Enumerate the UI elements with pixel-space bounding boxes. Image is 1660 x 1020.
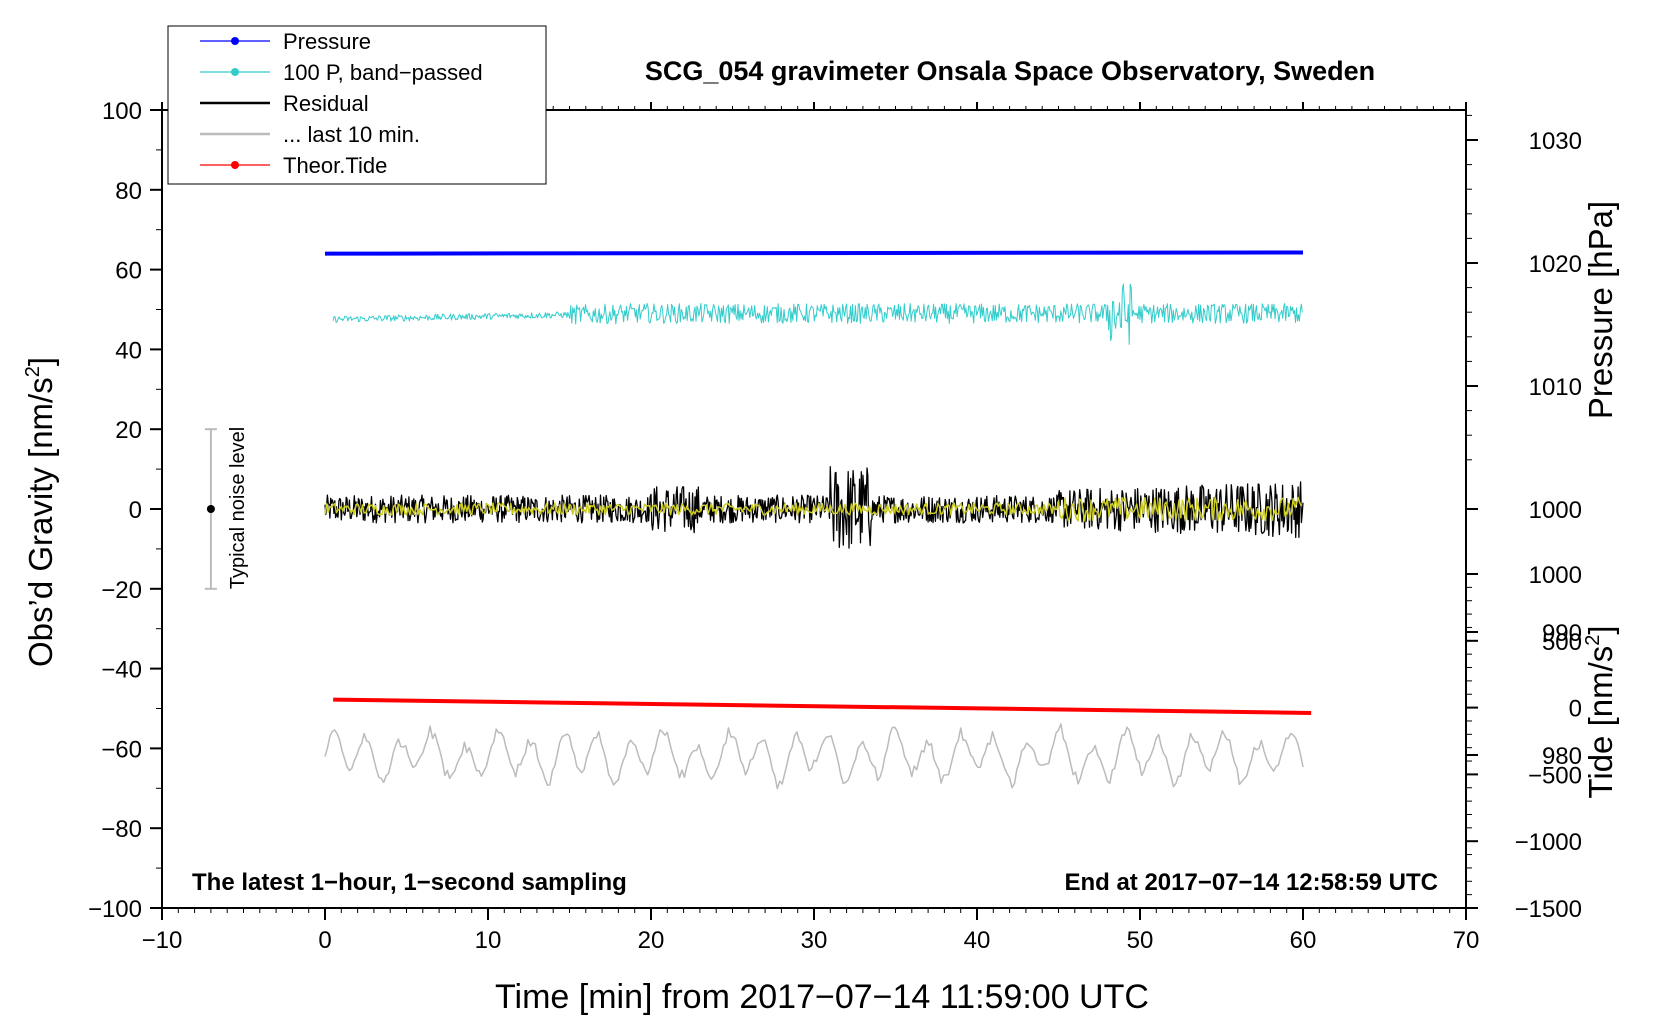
pressure-tick-label: 1000: [1529, 497, 1582, 524]
legend-label: Residual: [283, 91, 369, 116]
tide-tick-label: 0: [1569, 696, 1582, 723]
x-tick-label: 10: [475, 927, 502, 954]
y-tick-label: 60: [115, 258, 142, 285]
series-band-passed: [332, 283, 1303, 345]
legend: Pressure 100 P, band−passed Residual ... la…: [167, 25, 547, 185]
annotation-bottom-left: The latest 1−hour, 1−second sampling: [192, 869, 627, 896]
y-tick-label: −60: [101, 736, 142, 763]
pressure-tick-label: 1010: [1529, 374, 1582, 401]
legend-marker: [231, 37, 239, 45]
legend-label: 100 P, band−passed: [283, 60, 483, 85]
series-layer: [204, 250, 1312, 790]
x-tick-label: 50: [1127, 927, 1154, 954]
y-axis-label-left-main: Obs’d Gravity [nm/s: [22, 377, 59, 667]
y-axis-label-tide: Tide [nm/s2]: [1582, 625, 1619, 798]
y-tick-label: −100: [88, 896, 142, 923]
y-tick-label: 100: [102, 98, 142, 125]
y-axis-label-tide-end: ]: [1582, 625, 1619, 634]
pressure-tick-label: 1030: [1529, 128, 1582, 155]
legend-label: Pressure: [283, 29, 371, 54]
legend-label: Theor.Tide: [283, 153, 387, 178]
pressure-tick-label: 990: [1542, 620, 1582, 647]
series-last-10-min: [324, 723, 1304, 790]
x-tick-label: 60: [1290, 927, 1317, 954]
series-residual-smoothed: [324, 496, 1303, 522]
y-tick-label: 20: [115, 417, 142, 444]
noise-level-label: Typical noise level: [227, 427, 249, 589]
tide-tick-label: −500: [1528, 762, 1582, 789]
y-axis-label-left: Obs’d Gravity [nm/s2]: [22, 357, 59, 667]
y-tick-label: −20: [101, 577, 142, 604]
y-tick-label: −80: [101, 816, 142, 843]
pressure-tick-label: 1020: [1529, 251, 1582, 278]
y-tick-label: 0: [129, 497, 142, 524]
y-axis-label-left-sup: 2: [22, 366, 44, 377]
legend-marker: [231, 68, 239, 76]
noise-bar-center: [206, 505, 215, 513]
x-tick-label: 70: [1453, 927, 1480, 954]
legend-box: [167, 25, 547, 185]
series-theor-tide: [333, 697, 1312, 715]
tide-tick-label: −1000: [1515, 829, 1582, 856]
y-axis-label-pressure: Pressure [hPa]: [1582, 201, 1619, 419]
axes-layer: −10 0 10 20 30 40 50 60 70100806040200−20−40−60−…: [88, 98, 1582, 954]
pressure-tick-label: 980: [1542, 743, 1582, 770]
x-tick-label: 0: [318, 927, 331, 954]
y-axis-label-tide-sup: 2: [1582, 635, 1604, 646]
y-tick-label: 40: [115, 337, 142, 364]
y-axis-label-left-end: ]: [22, 357, 59, 366]
legend-marker: [231, 161, 239, 169]
x-tick-label: 40: [964, 927, 991, 954]
x-axis-label: Time [min] from 2017−07−14 11:59:00 UTC: [495, 978, 1149, 1016]
y-tick-label: −40: [101, 657, 142, 684]
x-tick-label: 20: [638, 927, 665, 954]
x-tick-label: −10: [142, 927, 183, 954]
annotation-bottom-right: End at 2017−07−14 12:58:59 UTC: [1064, 869, 1438, 896]
tide-tick-label: −1500: [1515, 896, 1582, 923]
chart-title: SCG_054 gravimeter Onsala Space Observat…: [645, 56, 1375, 86]
y-tick-label: 80: [115, 178, 142, 205]
tide-tick-label: 500: [1542, 629, 1582, 656]
tide-tick-label: 1000: [1529, 562, 1582, 589]
x-tick-label: 30: [801, 927, 828, 954]
series-pressure: [324, 250, 1304, 256]
legend-label: ... last 10 min.: [283, 122, 420, 147]
y-axis-label-tide-main: Tide [nm/s: [1582, 646, 1619, 799]
